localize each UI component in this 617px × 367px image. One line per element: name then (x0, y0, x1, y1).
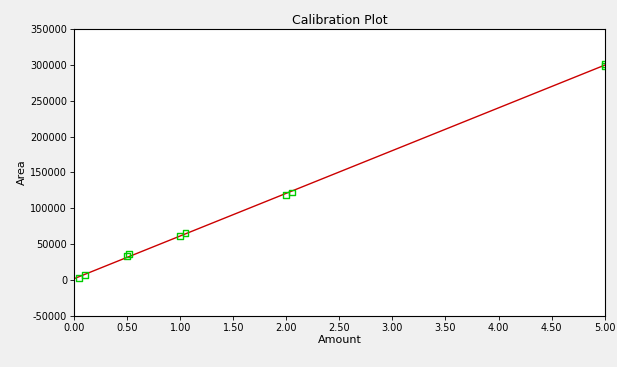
Point (175, 233, 185, 239)
Point (281, 192, 291, 197)
Title: Calibration Plot: Calibration Plot (292, 14, 387, 27)
Point (122, 253, 132, 259)
Point (287, 190, 297, 196)
Point (124, 251, 134, 257)
Point (80, 272, 89, 278)
Point (600, 63, 610, 69)
Point (181, 230, 191, 236)
Point (75, 275, 85, 281)
X-axis label: Amount: Amount (317, 335, 362, 345)
Point (600, 61, 610, 67)
Y-axis label: Area: Area (17, 160, 27, 185)
